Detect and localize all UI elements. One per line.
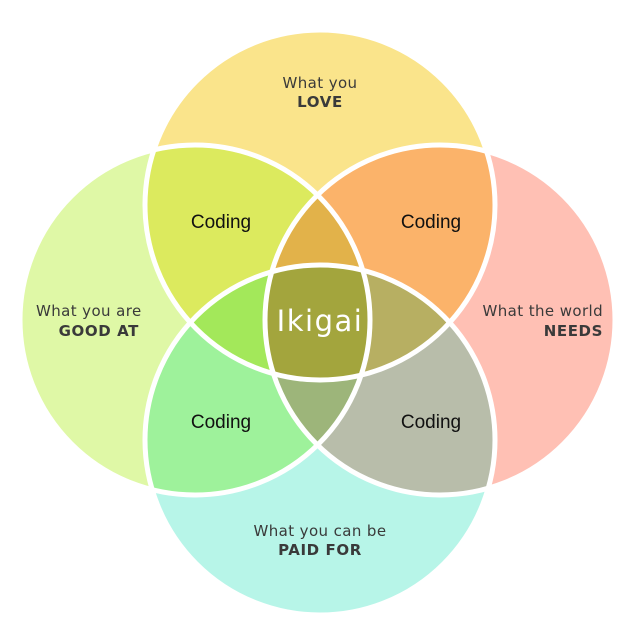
love-label-line2: LOVE (297, 93, 343, 111)
needs-label-line2: NEEDS (544, 322, 603, 340)
good-at-label-line1: What you are (36, 302, 142, 320)
paid-for-label-line2: PAID FOR (278, 541, 362, 559)
overlap-needs-paid-label: Coding (401, 412, 461, 433)
overlap-right-petal (265, 265, 495, 380)
overlap-love-good-label: Coding (191, 212, 251, 233)
overlap-good-paid-label: Coding (191, 412, 251, 433)
overlap-love-needs-label: Coding (401, 212, 461, 233)
needs-label-line1: What the world (483, 302, 603, 320)
center-ikigai-label: Ikigai (277, 304, 364, 338)
circle-outlines (17, 27, 618, 618)
good-at-label-line2: GOOD AT (59, 322, 140, 340)
love-label-line1: What you (283, 74, 358, 92)
overlap-left-petal (145, 265, 370, 380)
paid-for-label-line1: What you can be (254, 522, 387, 540)
